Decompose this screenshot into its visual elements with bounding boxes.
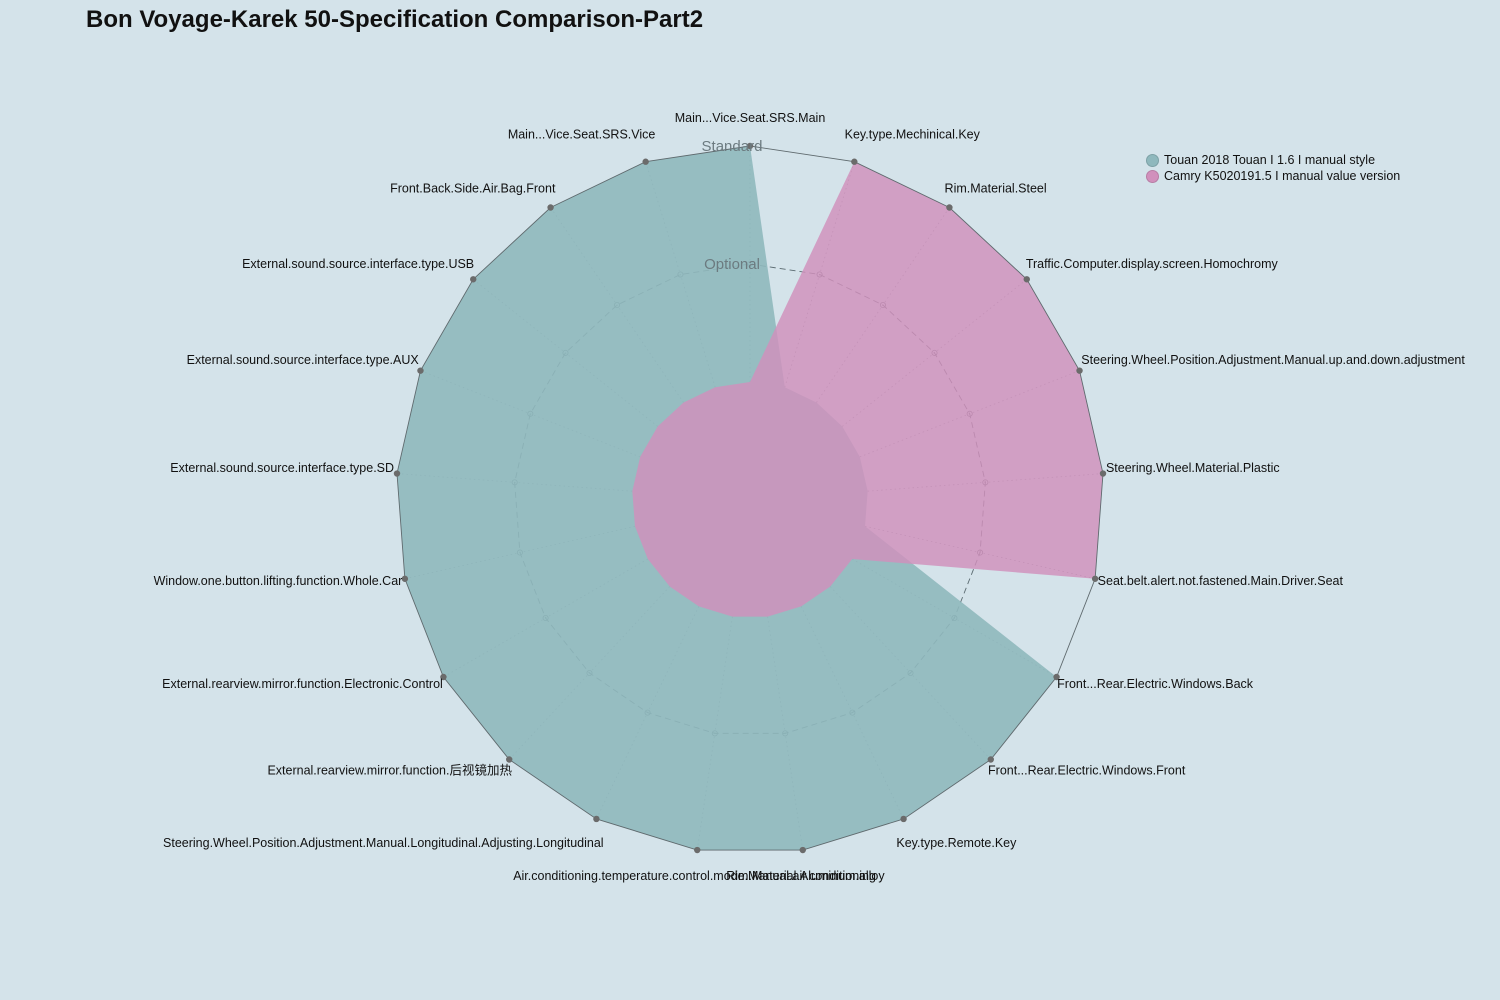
- radar-level-labels: Optional Standard: [702, 138, 763, 273]
- radar-outer-marker: [1076, 367, 1083, 374]
- radar-outer-marker: [470, 276, 477, 283]
- series-area-1: [632, 161, 1104, 617]
- legend-swatch: [1146, 169, 1159, 183]
- radar-category-label: Front.Back.Side.Air.Bag.Front: [390, 182, 556, 196]
- radar-category-labels: Main...Vice.Seat.SRS.Main Key.type.Mechin…: [154, 111, 1466, 883]
- radar-outer-marker: [1053, 673, 1060, 681]
- radar-level-label: Optional: [704, 256, 760, 273]
- legend-item[interactable]: Camry K5020191.5 I manual value version: [1146, 168, 1400, 184]
- radar-series: [396, 146, 1104, 851]
- radar-outer-marker: [593, 815, 600, 823]
- radar-outer-marker: [393, 470, 401, 477]
- radar-outer-marker: [506, 756, 513, 763]
- radar-category-label: Traffic.Computer.display.screen.Homochro…: [1026, 257, 1279, 271]
- radar-outer-marker: [417, 367, 424, 374]
- radar-level-label: Standard: [702, 138, 763, 155]
- radar-category-label: Steering.Wheel.Material.Plastic: [1106, 461, 1280, 475]
- radar-category-label: Main...Vice.Seat.SRS.Main: [675, 111, 826, 125]
- radar-outer-marker: [401, 575, 409, 582]
- radar-category-label: Front...Rear.Electric.Windows.Front: [988, 764, 1186, 778]
- radar-category-label: Front...Rear.Electric.Windows.Back: [1057, 677, 1254, 691]
- legend-label: Touan 2018 Touan I 1.6 I manual style: [1164, 153, 1376, 167]
- radar-outer-marker: [1023, 276, 1030, 283]
- radar-outer-marker: [746, 142, 754, 150]
- legend: Touan 2018 Touan I 1.6 I manual style Ca…: [1146, 152, 1400, 184]
- radar-outer-marker: [851, 158, 858, 165]
- chart-title: Bon Voyage-Karek 50-Specification Compar…: [86, 6, 704, 33]
- radar-category-label: Rim.Material.Steel: [945, 182, 1047, 196]
- radar-category-label: External.rearview.mirror.function.Electr…: [162, 677, 443, 691]
- radar-outer-marker: [642, 158, 649, 165]
- radar-category-label: Seat.belt.alert.not.fastened.Main.Driver…: [1098, 574, 1344, 588]
- radar-outer-ring: [393, 142, 1107, 854]
- radar-category-label: Key.type.Remote.Key: [896, 836, 1017, 850]
- radar-category-label: External.sound.source.interface.type.AUX: [187, 353, 420, 367]
- radar-category-label: Air.conditioning.temperature.control.mod…: [513, 869, 876, 883]
- radar-outer-marker: [440, 673, 447, 681]
- radar-grid-ring-outer: [396, 145, 1104, 851]
- radar-category-label: Steering.Wheel.Position.Adjustment.Manua…: [163, 836, 604, 850]
- radar-category-label: Steering.Wheel.Position.Adjustment.Manua…: [1081, 353, 1465, 367]
- radar-outer-marker: [946, 204, 953, 211]
- radar-category-label: External.rearview.mirror.function.后视镜加热: [267, 763, 512, 778]
- radar-category-label: External.sound.source.interface.type.USB: [242, 257, 474, 271]
- radar-outer-marker: [547, 204, 554, 211]
- radar-category-label: Main...Vice.Seat.SRS.Vice: [508, 128, 656, 142]
- radar-outer-marker: [1091, 575, 1099, 582]
- radar-outer-marker: [987, 756, 994, 763]
- radar-category-label: Window.one.button.lifting.function.Whole…: [154, 574, 403, 588]
- radar-category-label: Rim.Material.Aluminum.alloy: [726, 869, 885, 883]
- radar-category-label: External.sound.source.interface.type.SD: [170, 461, 394, 475]
- radar-outer-marker: [694, 846, 701, 854]
- radar-outer-marker: [1099, 470, 1107, 477]
- radar-category-label: Key.type.Mechinical.Key: [845, 128, 981, 142]
- legend-swatch: [1146, 153, 1159, 167]
- radar-outer-marker: [799, 846, 806, 854]
- radar-outer-marker: [900, 815, 907, 823]
- legend-item[interactable]: Touan 2018 Touan I 1.6 I manual style: [1146, 152, 1400, 168]
- legend-label: Camry K5020191.5 I manual value version: [1164, 169, 1401, 183]
